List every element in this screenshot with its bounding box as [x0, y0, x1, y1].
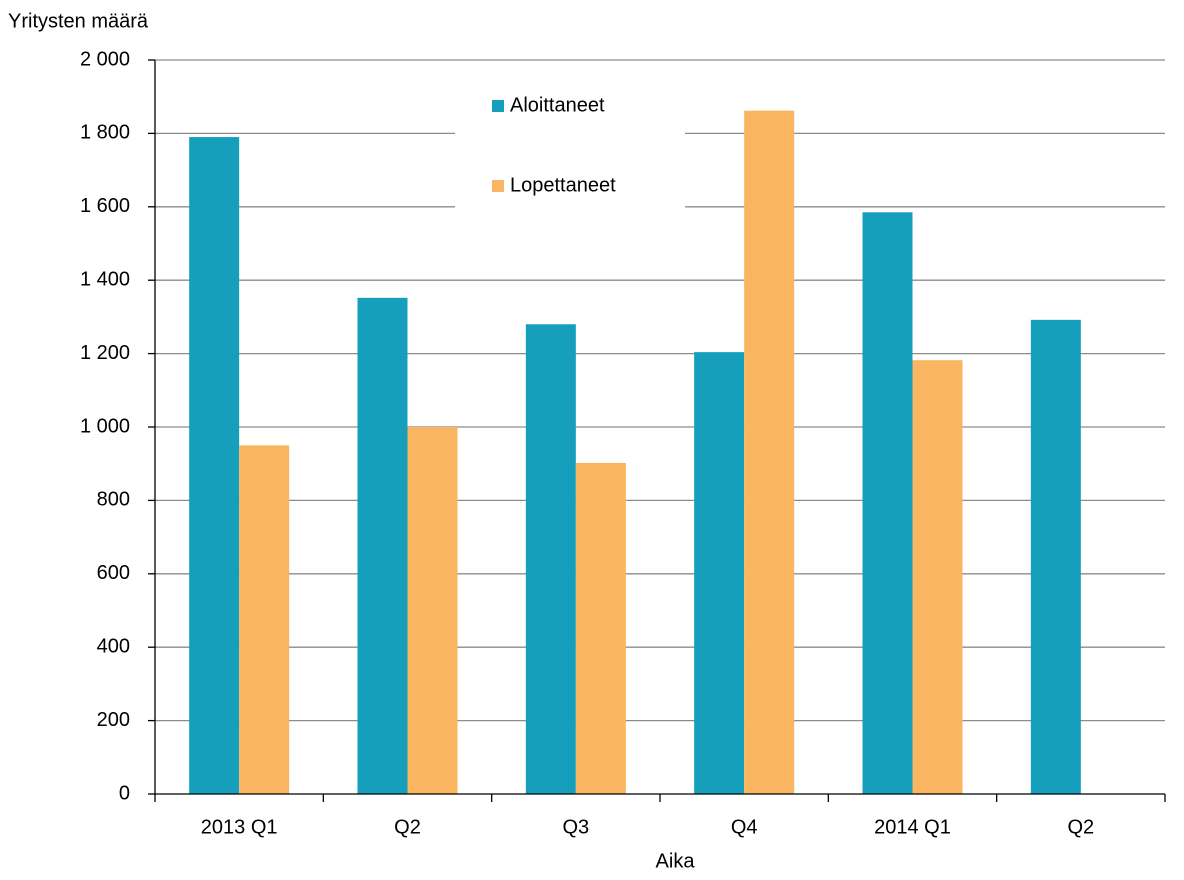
legend-label: Aloittaneet [510, 94, 605, 116]
bar [525, 324, 576, 794]
x-axis-title: Aika [656, 850, 696, 872]
legend-swatch [492, 100, 504, 112]
bar [407, 427, 458, 794]
y-tick-label: 0 [119, 782, 130, 804]
y-tick-label: 1 800 [80, 122, 130, 144]
x-tick-label: Q2 [1067, 816, 1094, 838]
y-tick-label: 400 [97, 635, 130, 657]
y-tick-label: 1 000 [80, 415, 130, 437]
x-tick-label: 2014 Q1 [874, 816, 951, 838]
y-axis-title: Yritysten määrä [8, 10, 149, 32]
bar [575, 462, 626, 794]
y-tick-label: 800 [97, 489, 130, 511]
y-tick-label: 1 200 [80, 342, 130, 364]
legend-label: Lopettaneet [510, 174, 616, 196]
bar [239, 445, 290, 794]
y-tick-label: 600 [97, 562, 130, 584]
x-tick-label: Q3 [562, 816, 589, 838]
y-tick-label: 200 [97, 709, 130, 731]
x-tick-label: 2013 Q1 [201, 816, 278, 838]
bar [744, 110, 795, 794]
y-tick-label: 1 400 [80, 268, 130, 290]
bar [912, 360, 963, 794]
x-tick-label: Q4 [731, 816, 758, 838]
bar [1030, 319, 1081, 794]
x-tick-label: Q2 [394, 816, 421, 838]
bar [694, 352, 745, 794]
bar [862, 212, 913, 794]
bar [189, 137, 240, 794]
y-tick-label: 2 000 [80, 48, 130, 70]
bar [357, 297, 408, 794]
legend-swatch [492, 180, 504, 192]
y-tick-label: 1 600 [80, 195, 130, 217]
